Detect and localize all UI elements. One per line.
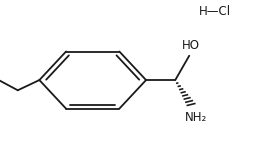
Text: HO: HO xyxy=(182,39,199,52)
Text: H—Cl: H—Cl xyxy=(199,5,231,18)
Text: NH₂: NH₂ xyxy=(184,111,207,125)
